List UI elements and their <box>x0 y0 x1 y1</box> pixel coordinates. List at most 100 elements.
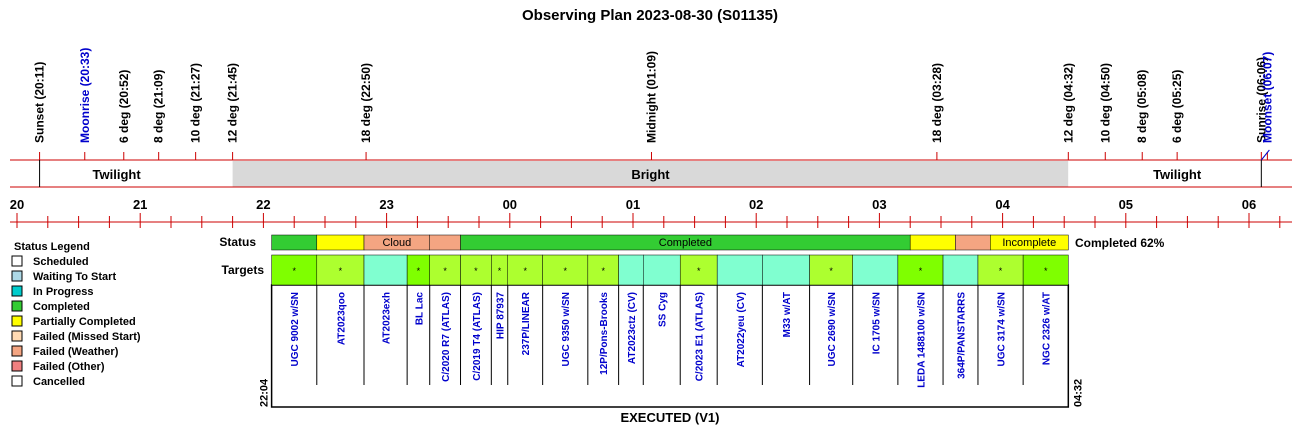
target-block <box>679 254 718 286</box>
status-segment <box>955 234 991 251</box>
target-block <box>977 254 1024 286</box>
target-status-mark: * <box>339 266 343 276</box>
legend-swatch <box>11 330 23 342</box>
target-block <box>271 254 318 286</box>
status-segment-label: Completed <box>659 237 712 249</box>
window-end-label: 04:32 <box>1072 379 1084 407</box>
legend-item-label: Completed <box>33 301 90 313</box>
event-label: Midnight (01:09) <box>644 51 658 143</box>
event-label: Moonset (06:07) <box>1260 52 1274 143</box>
legend-swatch <box>11 345 23 357</box>
target-name: SS Cyg <box>658 292 669 327</box>
target-block <box>429 254 461 286</box>
target-name: C/2019 T4 (ATLAS) <box>472 292 483 381</box>
targets-row-label: Targets <box>222 263 265 277</box>
events-layer: Sunset (20:11) Moonrise (20:33) 6 deg (20:… <box>33 48 1274 160</box>
target-status-mark: * <box>563 266 567 276</box>
target-block <box>716 254 763 286</box>
target-name: C/2020 R7 (ATLAS) <box>441 292 452 382</box>
status-row: Cloud Completed Incomplete <box>271 234 1069 251</box>
target-name: UGC 9002 w/SN <box>290 292 301 366</box>
sky-band-label: Twilight <box>93 167 142 182</box>
target-status-mark: * <box>292 266 296 276</box>
executed-footer: EXECUTED (V1) <box>620 410 719 425</box>
target-name: 237P/LINEAR <box>521 291 532 355</box>
target-block <box>809 254 853 286</box>
status-segment-label: Cloud <box>382 237 411 249</box>
status-segment <box>316 234 365 251</box>
legend-item-label: Scheduled <box>33 256 89 268</box>
sky-band-label: Bright <box>631 167 670 182</box>
status-segment <box>990 234 1069 251</box>
hour-label: 03 <box>872 197 886 212</box>
target-block <box>363 254 408 286</box>
target-block <box>542 254 589 286</box>
target-status-mark: * <box>498 266 502 276</box>
event-label: Sunset (20:11) <box>33 62 47 143</box>
hour-label: 23 <box>379 197 393 212</box>
targets-row: * UGC 9002 w/SN * AT2023qoo AT2023exh * BL Lac… <box>270 254 1070 408</box>
sky-band <box>232 161 1069 187</box>
hour-label: 00 <box>503 197 517 212</box>
target-name: NGC 2326 w/AT <box>1042 292 1053 365</box>
target-status-mark: * <box>1044 266 1048 276</box>
target-status-mark: * <box>417 266 421 276</box>
target-block <box>316 254 365 286</box>
hour-label: 02 <box>749 197 763 212</box>
status-segment-label: Incomplete <box>1002 237 1056 249</box>
legend-item-label: Cancelled <box>33 376 85 388</box>
target-name: UGC 2690 w/SN <box>827 292 838 366</box>
legend-item-label: In Progress <box>33 286 94 298</box>
target-name: 12P/Pons-Brooks <box>599 292 610 375</box>
target-block <box>587 254 619 286</box>
status-segment <box>429 234 461 251</box>
target-name: AT2023qoo <box>336 292 347 345</box>
status-legend: Scheduled Waiting To Start In Progress Comp… <box>11 255 141 388</box>
legend-swatch <box>11 285 23 297</box>
target-name: UGC 3174 w/SN <box>997 292 1008 366</box>
target-name: UGC 9350 w/SN <box>561 292 572 366</box>
legend-swatch <box>11 300 23 312</box>
target-status-mark: * <box>443 266 447 276</box>
target-status-mark: * <box>999 266 1003 276</box>
event-label: 6 deg (20:52) <box>117 70 131 143</box>
legend-item-label: Partially Completed <box>33 316 136 328</box>
target-status-mark: * <box>601 266 605 276</box>
legend-swatch <box>11 315 23 327</box>
chart-title: Observing Plan 2023-08-30 (S01135) <box>522 7 778 24</box>
event-label: 18 deg (22:50) <box>359 63 373 143</box>
hour-label: 01 <box>626 197 640 212</box>
target-name: LEDA 1488100 w/SN <box>916 292 927 388</box>
event-label: 12 deg (21:45) <box>226 63 240 143</box>
event-label: 12 deg (04:32) <box>1061 63 1075 143</box>
target-status-mark: * <box>829 266 833 276</box>
legend-swatch <box>11 255 23 267</box>
target-block <box>852 254 899 286</box>
event-label: Sunrise (06:06) <box>1254 57 1268 143</box>
window-start-label: 22:04 <box>259 378 271 407</box>
sky-band-label: Twilight <box>1153 167 1202 182</box>
legend-item-label: Failed (Other) <box>33 361 105 373</box>
target-name: C/2023 E1 (ATLAS) <box>695 292 706 381</box>
legend-swatch <box>11 270 23 282</box>
legend-title: Status Legend <box>14 241 90 253</box>
target-block <box>643 254 681 286</box>
target-block <box>1022 254 1069 286</box>
event-label: 10 deg (21:27) <box>189 63 203 143</box>
legend-item-label: Failed (Missed Start) <box>33 331 141 343</box>
completion-summary: Completed 62% <box>1075 236 1165 250</box>
hour-label: 04 <box>995 197 1010 212</box>
legend-swatch <box>11 360 23 372</box>
target-block <box>618 254 644 286</box>
target-name: IC 1705 w/SN <box>871 292 882 354</box>
event-label: Moonrise (20:33) <box>78 48 92 143</box>
status-segment <box>909 234 956 251</box>
target-name-panel <box>270 284 1070 408</box>
target-name: HIP 87937 <box>496 292 507 340</box>
target-status-mark: * <box>919 266 923 276</box>
sky-bands: Twilight Bright Twilight <box>0 149 1292 188</box>
target-block <box>507 254 543 286</box>
hour-label: 05 <box>1119 197 1133 212</box>
